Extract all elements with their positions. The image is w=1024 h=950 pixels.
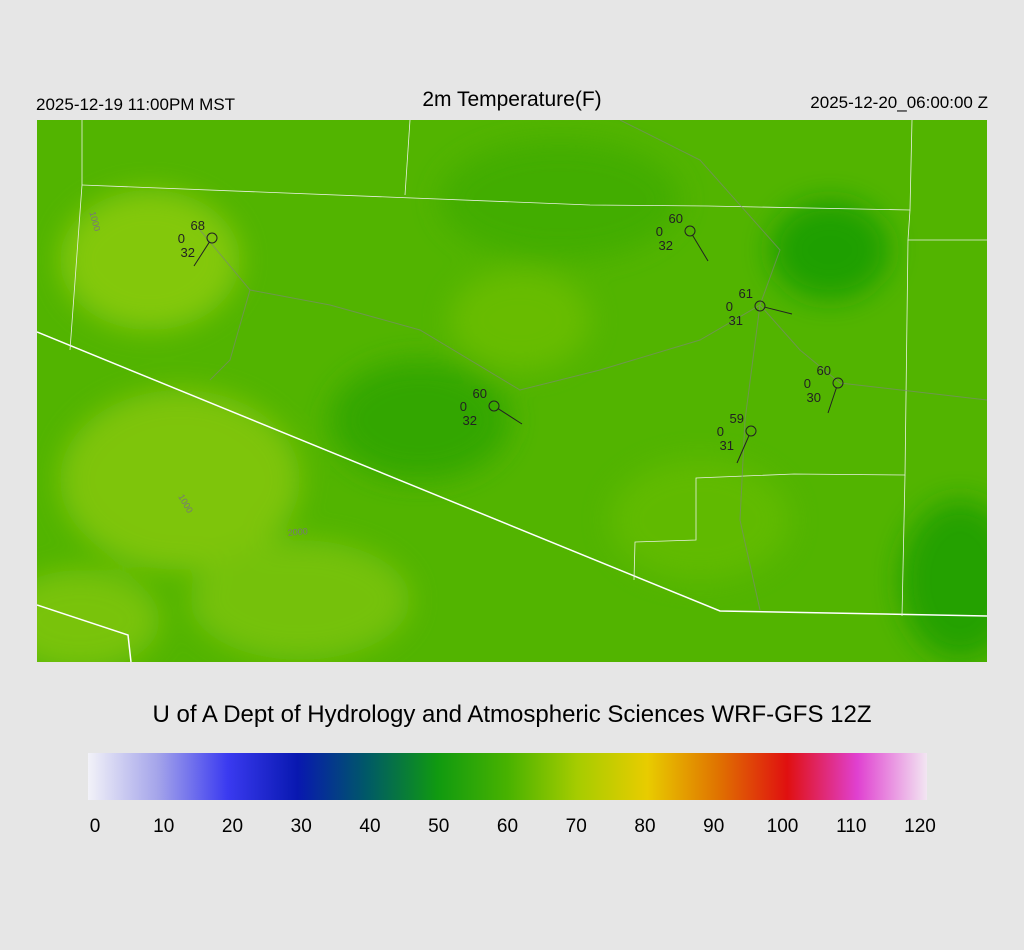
colorbar-tick-label: 20: [222, 816, 243, 837]
station-dewpoint: 30: [807, 390, 821, 405]
station-temperature: 60: [669, 211, 683, 226]
colorbar-ticks: 0 10 20 30 40 50 60 70 80 90 100 110 120: [90, 816, 936, 837]
station-temperature: 59: [730, 411, 744, 426]
map: [37, 120, 987, 662]
colorbar-tick-label: 100: [767, 816, 799, 837]
station-circle: [488, 400, 500, 412]
colorbar-tick-label: 110: [836, 816, 866, 837]
station-dewpoint: 31: [720, 438, 734, 453]
station-temperature: 61: [739, 286, 753, 301]
station-circle: [206, 232, 218, 244]
station-dewpoint: 32: [659, 238, 673, 253]
station-dewpoint: 32: [181, 245, 195, 260]
valid-local-time: 2025-12-19 11:00PM MST: [36, 95, 235, 114]
station-wind: 0: [726, 299, 733, 314]
station-temperature: 68: [191, 218, 205, 233]
contour-label: 2000: [287, 526, 308, 538]
title: 2m Temperature(F): [422, 88, 601, 111]
wind-barb: [764, 306, 793, 315]
colorbar-tick-label: 120: [904, 816, 936, 837]
colorbar-tick-label: 10: [153, 816, 174, 837]
wind-barb: [736, 435, 750, 464]
colorbar-tick-label: 0: [90, 816, 101, 837]
station-circle: [745, 425, 757, 437]
station-circle: [832, 377, 844, 389]
colorbar-tick-label: 30: [291, 816, 312, 837]
station-temperature: 60: [817, 363, 831, 378]
colorbar-tick-label: 40: [359, 816, 380, 837]
wind-barb: [193, 241, 210, 267]
wind-barb: [692, 235, 709, 262]
station-dewpoint: 32: [463, 413, 477, 428]
station-wind: 0: [178, 231, 185, 246]
station-wind: 0: [804, 376, 811, 391]
wind-barb: [827, 387, 837, 414]
credit: U of A Dept of Hydrology and Atmospheric…: [153, 701, 872, 728]
colorbar-tick-label: 50: [428, 816, 449, 837]
wind-barb: [497, 408, 523, 425]
colorbar-tick-label: 90: [703, 816, 724, 837]
station-wind: 0: [656, 224, 663, 239]
station-dewpoint: 31: [729, 313, 743, 328]
colorbar-tick-label: 60: [497, 816, 518, 837]
station-circle: [754, 300, 766, 312]
station-wind: 0: [717, 424, 724, 439]
colorbar: [88, 753, 927, 800]
valid-utc-time: 2025-12-20_06:00:00 Z: [810, 93, 988, 112]
colorbar-tick-label: 80: [634, 816, 655, 837]
colorbar-tick-label: 70: [566, 816, 587, 837]
station-wind: 0: [460, 399, 467, 414]
station-circle: [684, 225, 696, 237]
station-temperature: 60: [473, 386, 487, 401]
